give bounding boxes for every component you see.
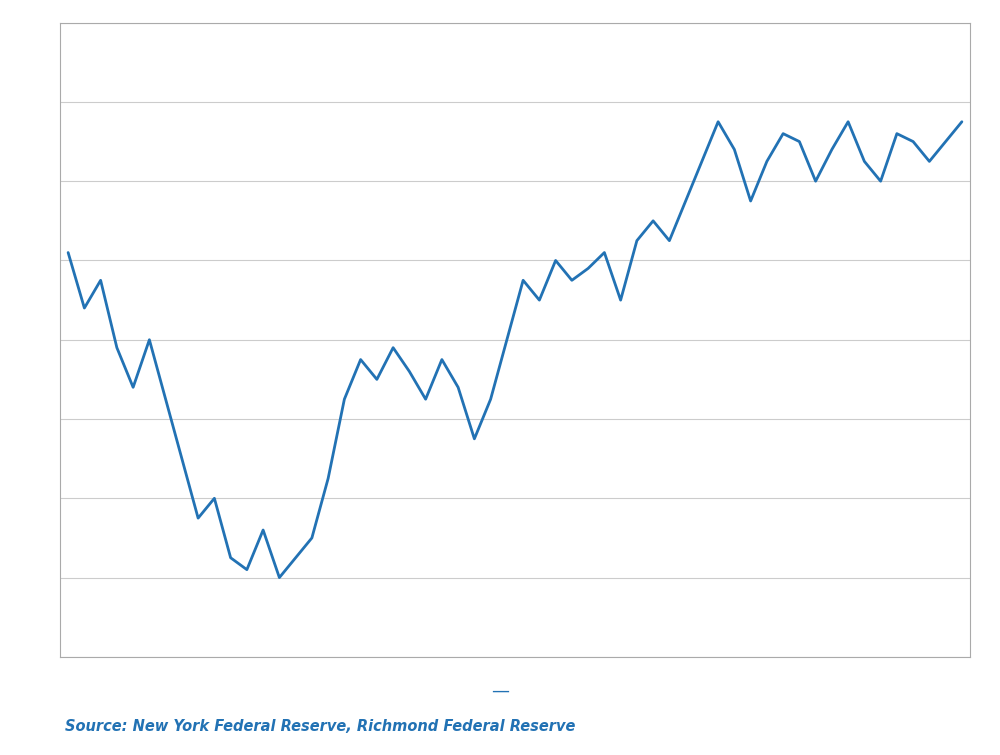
Text: Source: New York Federal Reserve, Richmond Federal Reserve: Source: New York Federal Reserve, Richmo… xyxy=(65,719,575,734)
Text: —: — xyxy=(491,682,509,700)
